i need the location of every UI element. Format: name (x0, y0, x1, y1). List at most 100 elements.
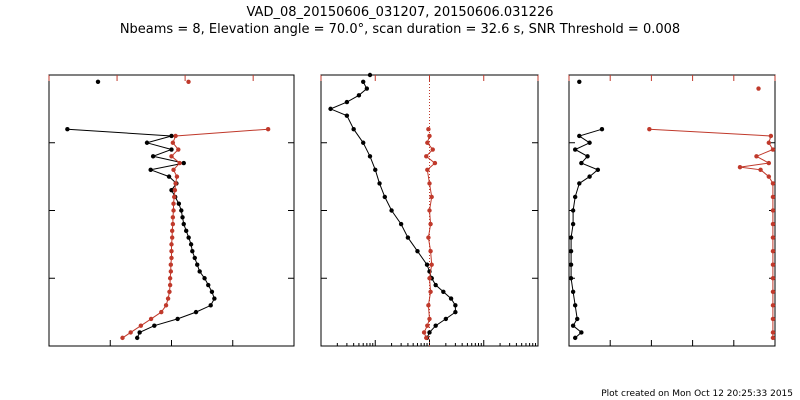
data-point (171, 208, 176, 213)
data-point (766, 174, 772, 179)
series-residual (568, 79, 605, 341)
data-point (195, 262, 200, 267)
data-point (173, 133, 178, 139)
data-point (171, 167, 176, 173)
data-point (766, 140, 772, 145)
data-point (427, 133, 432, 139)
data-point (174, 174, 180, 179)
title-line-2: Nbeams = 8, Elevation angle = 70.0°, sca… (120, 22, 680, 37)
series-line (122, 128, 269, 339)
data-point (167, 276, 173, 281)
data-point (179, 208, 184, 213)
data-point (169, 248, 174, 254)
data-point (577, 133, 582, 139)
data-point (426, 127, 431, 132)
data-point (415, 248, 420, 254)
data-point (169, 235, 175, 240)
data-point (770, 181, 776, 186)
data-point (197, 269, 202, 274)
data-point (770, 330, 776, 335)
data-point (265, 127, 271, 132)
data-point (579, 330, 584, 335)
panel-residual (568, 74, 776, 347)
data-point (192, 255, 197, 261)
data-point (587, 140, 592, 145)
data-point (433, 323, 438, 328)
data-point (770, 316, 776, 322)
data-point (570, 289, 576, 294)
data-point (427, 316, 432, 322)
data-point (766, 160, 772, 166)
data-point (424, 262, 430, 267)
data-point (427, 276, 432, 281)
panel-snr (320, 72, 539, 347)
data-point (138, 323, 144, 328)
data-point (177, 160, 182, 166)
series-snr (328, 72, 458, 341)
data-point (172, 194, 177, 200)
data-point (570, 221, 576, 227)
data-point (148, 316, 154, 322)
data-point (427, 181, 432, 186)
data-point (163, 303, 169, 308)
data-point (429, 194, 434, 200)
data-point (770, 147, 776, 152)
data-point (572, 303, 578, 308)
data-point (167, 282, 173, 288)
data-point (572, 194, 578, 200)
data-point (421, 330, 427, 335)
data-point (356, 93, 362, 98)
data-point (152, 323, 157, 328)
data-point (351, 127, 356, 132)
data-point (186, 79, 191, 84)
data-point (135, 335, 140, 341)
data-point (428, 221, 433, 227)
data-point (428, 248, 433, 254)
data-point (166, 174, 172, 179)
data-point (170, 221, 176, 227)
data-point (367, 72, 373, 78)
data-point (579, 160, 584, 166)
data-point (441, 289, 446, 294)
data-point (208, 303, 213, 308)
data-point (570, 208, 576, 213)
data-point (428, 289, 433, 294)
series-line (570, 128, 603, 339)
series-correlation (647, 86, 776, 341)
series-wind-speed (65, 79, 217, 341)
data-point (190, 248, 195, 254)
data-point (429, 262, 434, 267)
data-point (169, 147, 174, 152)
data-point (120, 335, 125, 341)
data-point (568, 235, 574, 240)
data-point (433, 282, 438, 288)
data-point (426, 235, 431, 240)
data-point (575, 316, 580, 322)
data-point (770, 221, 776, 227)
data-point (425, 140, 430, 145)
data-point (181, 160, 186, 166)
data-point (770, 289, 776, 294)
data-point (756, 86, 761, 91)
data-point (144, 140, 150, 145)
data-point (568, 276, 574, 281)
series-vertical-velocity (421, 127, 438, 341)
data-point (770, 194, 776, 200)
data-point (65, 127, 70, 132)
data-point (405, 235, 411, 240)
data-point (193, 309, 199, 315)
data-point (344, 99, 350, 105)
data-point (172, 187, 178, 193)
data-point (389, 208, 394, 213)
data-point (202, 276, 207, 281)
data-point (367, 154, 373, 159)
data-point (167, 289, 172, 294)
data-point (427, 330, 432, 335)
data-point (361, 140, 366, 145)
data-point (453, 309, 458, 315)
data-point (770, 303, 776, 308)
panels (48, 72, 776, 347)
data-point (770, 235, 776, 240)
data-point (176, 201, 182, 206)
